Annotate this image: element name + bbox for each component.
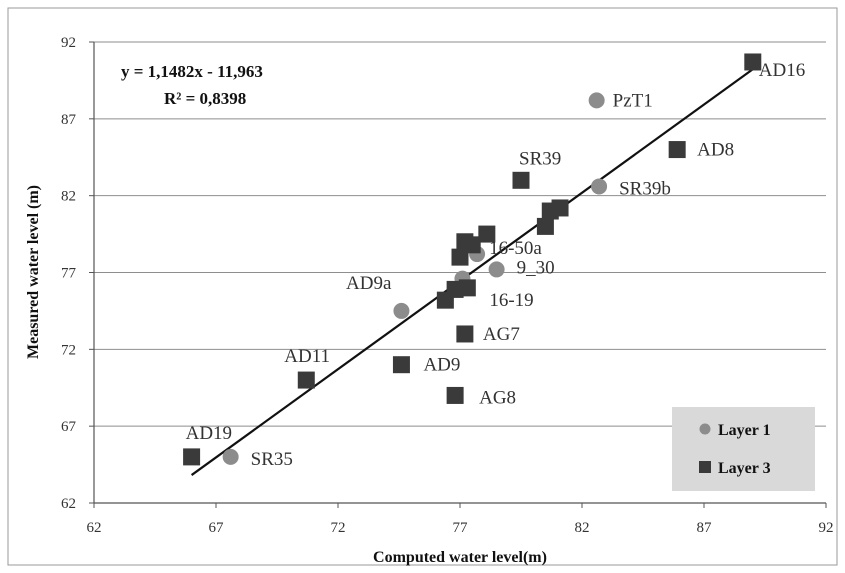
trendline <box>190 68 754 476</box>
y-tick-label-62: 62 <box>61 496 76 512</box>
legend-label-layer-3: Layer 3 <box>718 460 771 477</box>
trendline-equation: y = 1,1482x - 11,963 <box>121 62 263 81</box>
layer-3-point-2 <box>512 171 530 189</box>
layer-3-point-9 <box>451 248 469 266</box>
point-label-16-19: 16-19 <box>489 290 533 311</box>
x-tick-label-72: 72 <box>331 520 346 536</box>
legend-box <box>672 407 815 491</box>
y-tick-label-87: 87 <box>61 112 77 128</box>
layer-1-point-0 <box>588 92 605 109</box>
trendline-r-squared: R² = 0,8398 <box>164 89 246 108</box>
layer-3-point-13 <box>456 325 474 343</box>
x-tick-label-67: 67 <box>209 520 225 536</box>
layer-3-point-14 <box>392 356 410 374</box>
point-label-ad8: AD8 <box>697 140 734 161</box>
layer-1-point-5 <box>393 302 410 319</box>
y-tick-label-72: 72 <box>61 342 76 358</box>
legend-label-layer-1: Layer 1 <box>718 422 771 439</box>
legend-marker-layer-3 <box>699 461 711 473</box>
layer-3-point-15 <box>446 386 464 404</box>
layer-1-point-1 <box>591 178 608 195</box>
point-label-ag8: AG8 <box>479 387 516 408</box>
layer-1-point-6 <box>222 448 239 465</box>
point-label-16-50a: 16-50a <box>489 238 542 259</box>
x-tick-label-62: 62 <box>87 520 102 536</box>
layer-3-point-1 <box>668 141 686 159</box>
layer-3-point-6 <box>478 225 496 243</box>
point-label-ad19: AD19 <box>186 423 232 444</box>
layer-3-point-17 <box>183 448 201 466</box>
x-tick-label-92: 92 <box>819 520 834 536</box>
layer-3-point-16 <box>297 371 315 389</box>
point-label-ad16: AD16 <box>759 60 805 81</box>
legend-marker-layer-1 <box>699 423 711 435</box>
layer-3-point-0 <box>744 53 762 71</box>
y-axis-title: Measured water level (m) <box>25 185 42 359</box>
point-label-ad11: AD11 <box>284 346 330 367</box>
point-label-ag7: AG7 <box>483 324 520 345</box>
point-label-ad9a: AD9a <box>346 273 392 294</box>
layer-3-point-12 <box>436 291 454 309</box>
point-label-ad9: AD9 <box>423 355 460 376</box>
x-tick-label-82: 82 <box>575 520 590 536</box>
x-tick-label-87: 87 <box>697 520 713 536</box>
layer-3-point-5 <box>551 199 569 217</box>
x-tick-label-77: 77 <box>453 520 469 536</box>
y-tick-label-77: 77 <box>61 266 77 282</box>
point-label-sr35: SR35 <box>251 449 293 470</box>
point-label-pzt1: PzT1 <box>613 90 653 111</box>
y-tick-label-67: 67 <box>61 419 77 435</box>
x-axis-title: Computed water level(m) <box>373 549 547 566</box>
y-tick-label-92: 92 <box>61 35 76 51</box>
point-label-sr39b: SR39b <box>619 178 671 199</box>
layer-1-point-3 <box>488 261 505 278</box>
layer-3-point-3 <box>536 217 554 235</box>
point-label-sr39: SR39 <box>519 148 561 169</box>
y-tick-label-82: 82 <box>61 189 76 205</box>
point-label-9-30: 9_30 <box>517 257 555 278</box>
